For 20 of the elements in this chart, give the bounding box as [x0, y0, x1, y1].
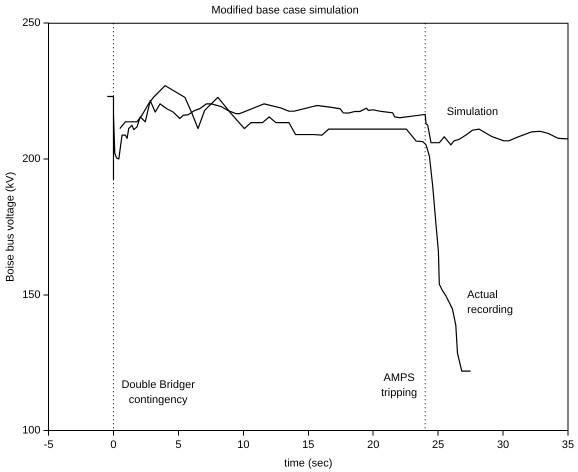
x-tick-label: 35: [562, 439, 574, 452]
x-tick-label: 0: [110, 439, 117, 452]
y-tick-label: 200: [22, 153, 41, 166]
y-axis-title: Boise bus voltage (kV): [4, 172, 17, 282]
x-tick-label: 10: [237, 439, 250, 452]
y-tick-label: 150: [22, 288, 41, 301]
ref-line-label: Double Bridger contingency: [121, 379, 196, 406]
ref-line-label: AMPS tripping: [381, 372, 418, 400]
x-tick-label: -5: [44, 439, 54, 452]
x-tick-label: 30: [496, 439, 510, 452]
x-tick-label: 20: [367, 439, 380, 452]
y-tick-label: 250: [22, 17, 41, 30]
series-label: Actual recording: [467, 288, 514, 316]
chart-title: Modified base case simulation: [211, 4, 359, 17]
x-axis-title: time (sec): [284, 457, 332, 470]
series-label: Simulation: [446, 106, 498, 118]
x-tick-label: 15: [302, 439, 314, 452]
x-tick-label: 25: [432, 439, 444, 452]
x-tick-label: 5: [175, 439, 182, 452]
y-tick-label: 100: [22, 424, 41, 437]
